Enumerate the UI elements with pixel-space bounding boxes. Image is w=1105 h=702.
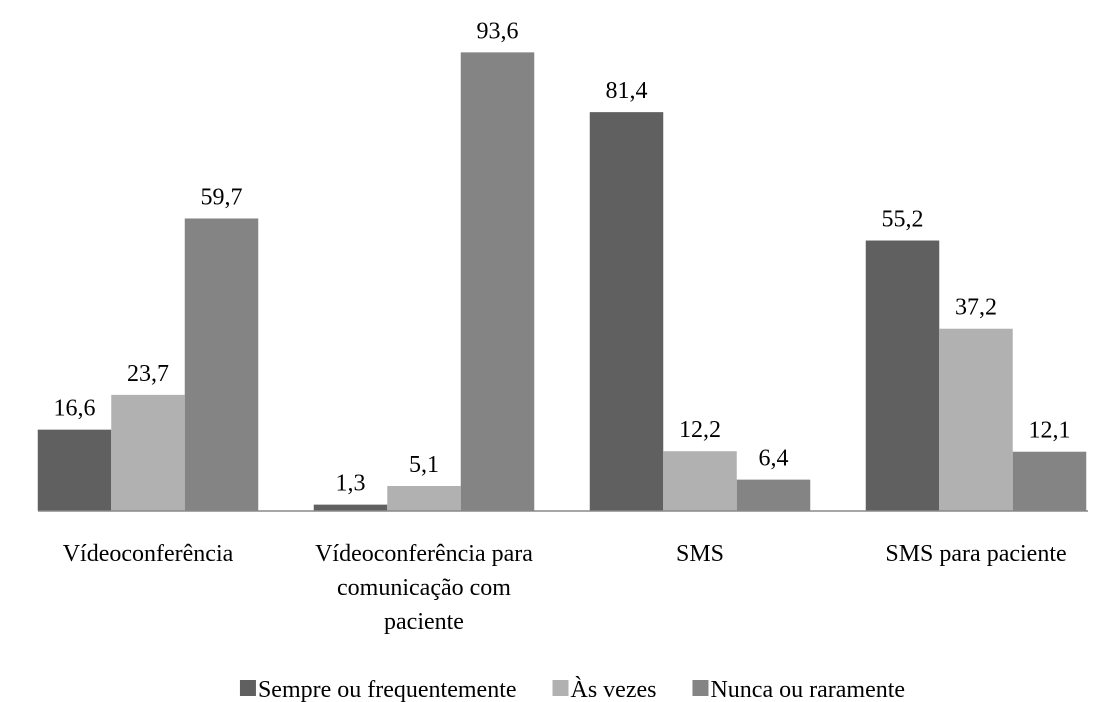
bar <box>865 240 940 511</box>
label-line: comunicação com <box>337 575 511 601</box>
legend-label: Nunca ou raramente <box>710 677 905 702</box>
value-label: 59,7 <box>201 184 243 210</box>
legend-label: Às vezes <box>571 677 657 702</box>
value-label: 12,2 <box>679 417 721 443</box>
bar <box>736 479 811 511</box>
label-line: paciente <box>384 609 464 635</box>
legend-swatch <box>239 680 256 696</box>
label-line: Vídeoconferência para <box>315 541 533 567</box>
bar <box>939 328 1013 511</box>
x-tick-label: Vídeoconferência <box>63 541 234 567</box>
x-tick-label: Vídeoconferência para comunicação com paci… <box>315 541 533 635</box>
bar <box>1012 451 1087 511</box>
value-label: 6,4 <box>759 446 789 472</box>
value-label: 5,1 <box>409 452 439 478</box>
value-label: 23,7 <box>127 361 169 387</box>
bar <box>313 504 388 511</box>
legend-swatch <box>552 680 569 696</box>
value-label: 16,6 <box>54 396 96 422</box>
bar <box>663 451 737 511</box>
value-label: 37,2 <box>955 295 997 321</box>
bar <box>37 429 112 511</box>
legend-label: Sempre ou frequentemente <box>258 677 517 702</box>
value-label: 12,1 <box>1029 418 1071 444</box>
bar <box>111 394 185 511</box>
x-tick-label: SMS para paciente <box>885 541 1066 567</box>
label-line: Vídeoconferência <box>63 541 234 567</box>
bar <box>387 486 461 511</box>
bar <box>589 112 664 511</box>
bar <box>184 218 259 511</box>
value-label: 1,3 <box>336 471 366 497</box>
bar <box>460 52 535 512</box>
x-tick-label: SMS <box>676 541 724 567</box>
legend-swatch <box>692 680 709 696</box>
label-line: SMS para paciente <box>885 541 1066 567</box>
value-label: 81,4 <box>606 78 648 104</box>
value-label: 55,2 <box>882 207 924 233</box>
value-label: 93,6 <box>477 18 519 44</box>
label-line: SMS <box>676 541 724 567</box>
legend: Sempre ou frequentemente Às vezes Nunca ou… <box>239 677 905 702</box>
